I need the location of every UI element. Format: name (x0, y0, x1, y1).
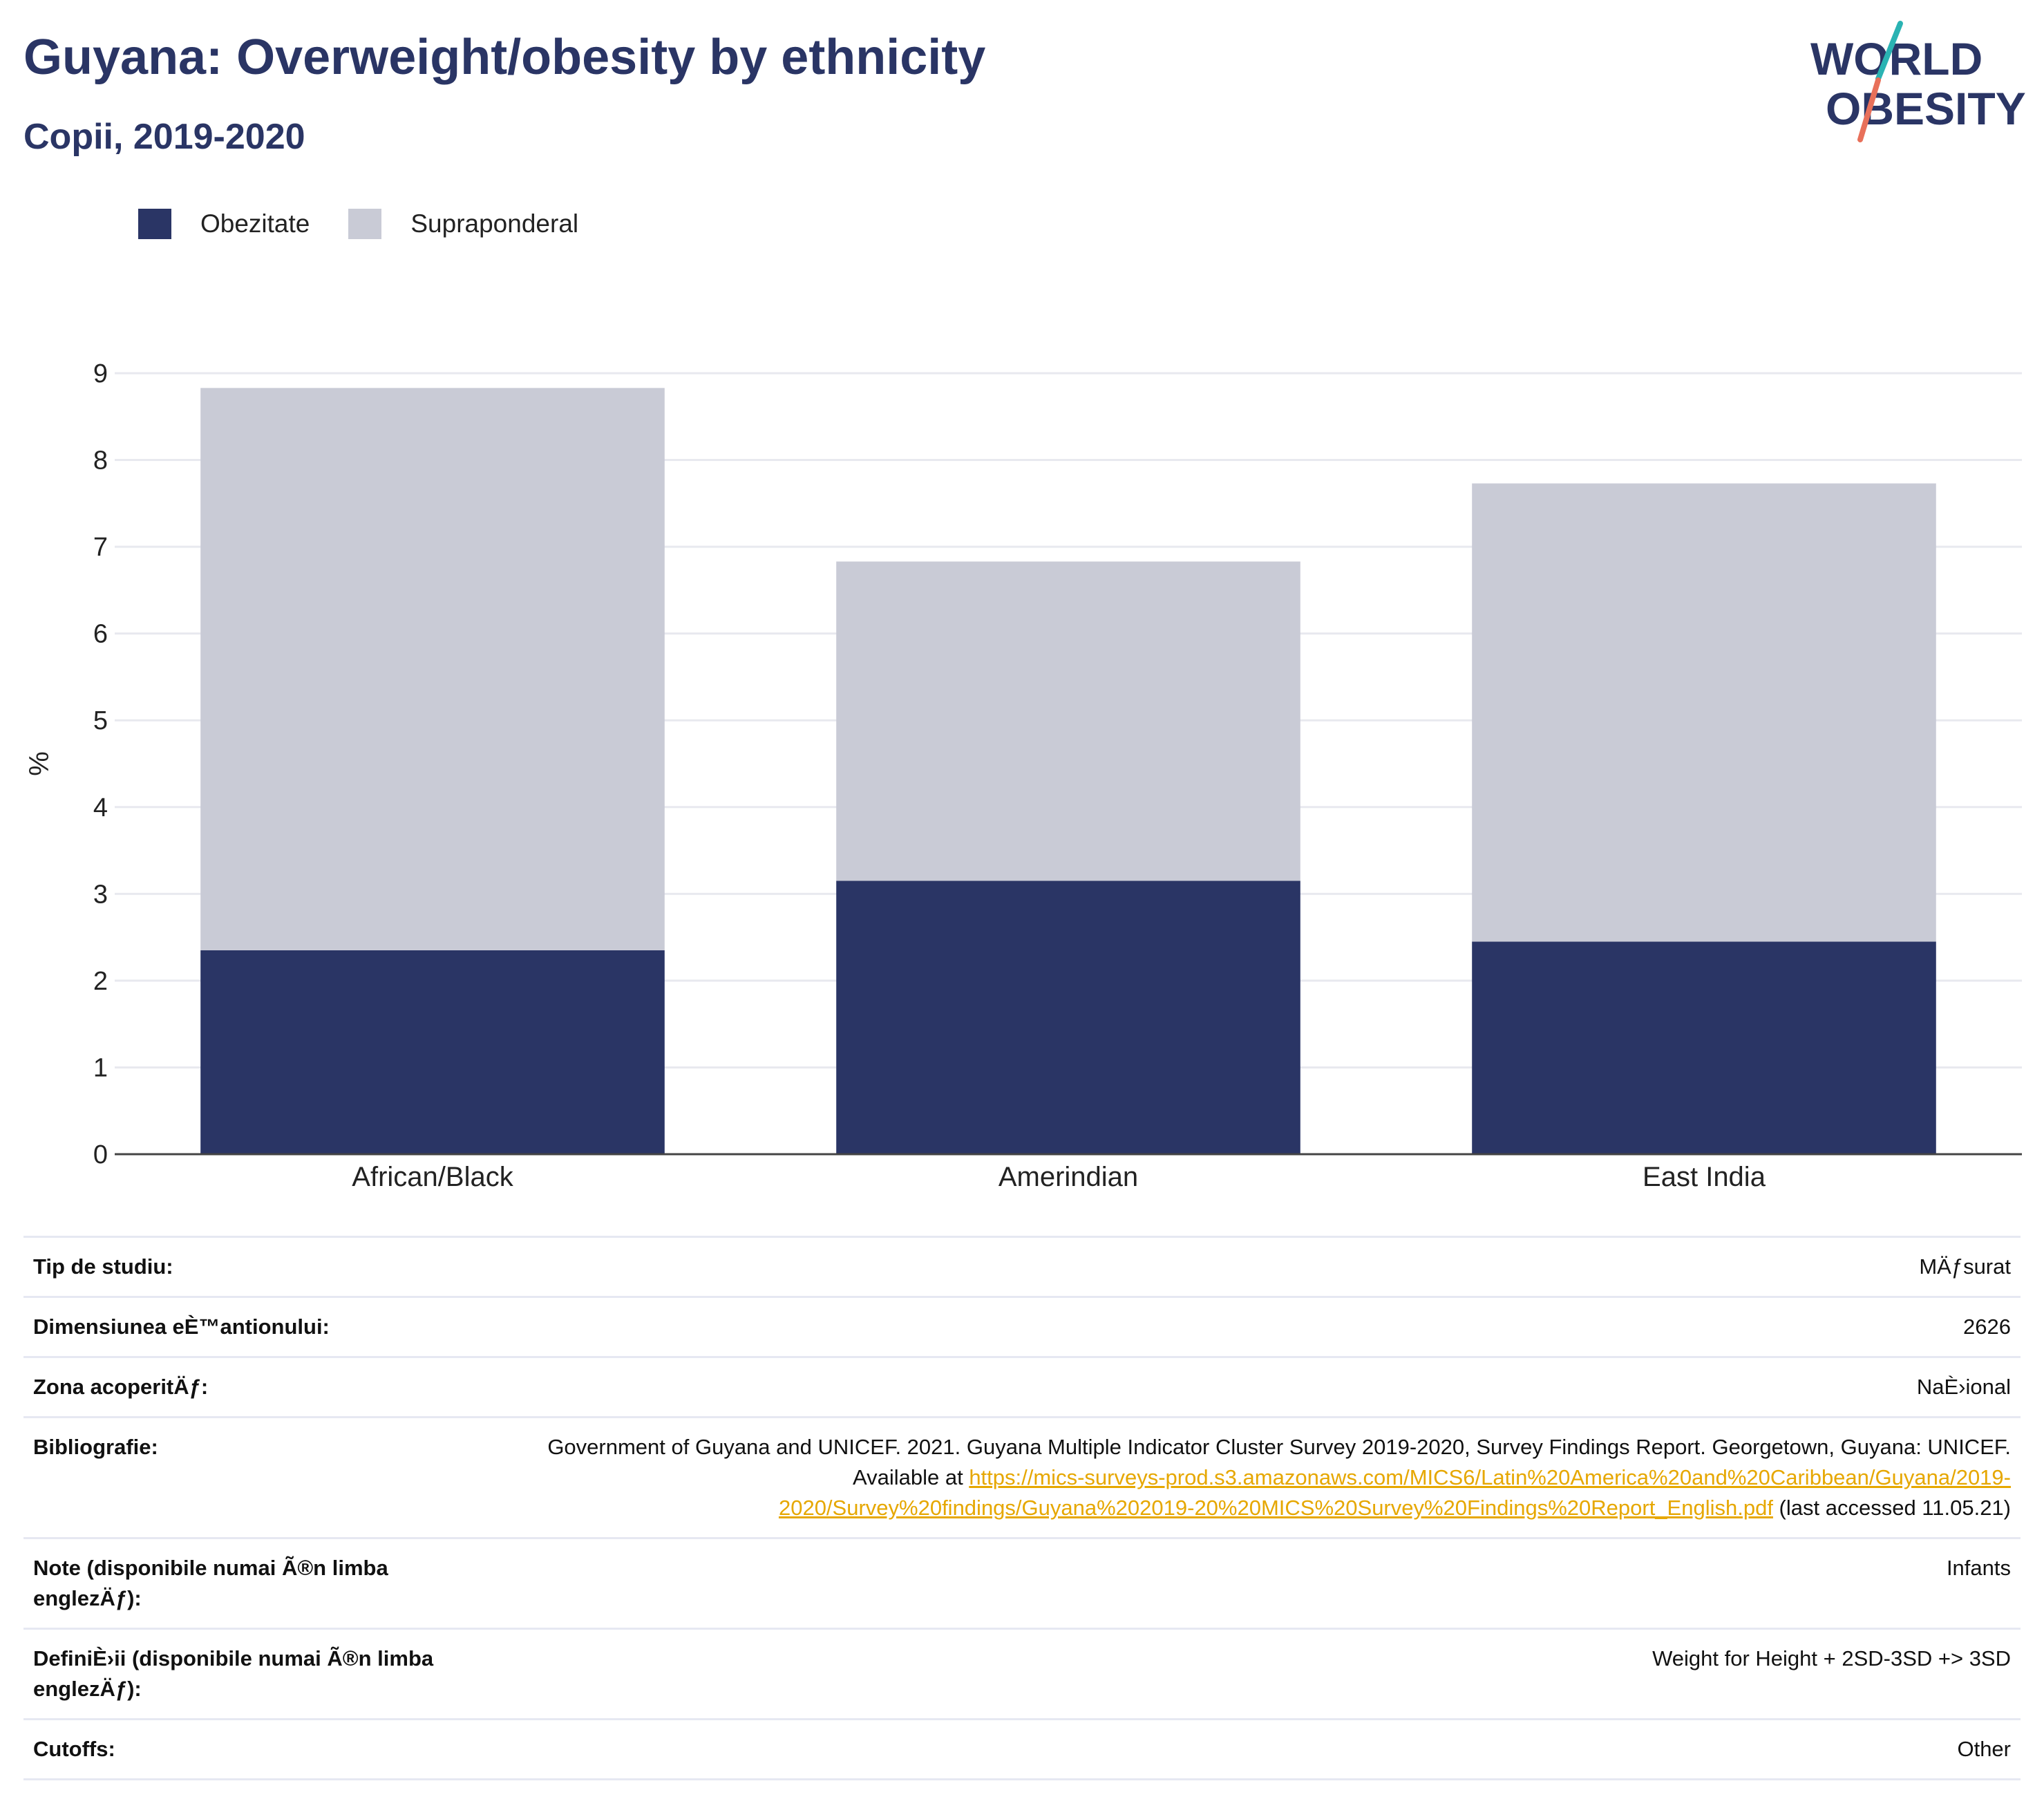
bar-supraponderal (200, 388, 665, 950)
meta-value: Other (1957, 1737, 2011, 1761)
y-tick-label: 4 (93, 793, 108, 822)
meta-value: 2626 (1963, 1315, 2011, 1339)
legend-item-obezitate: Obezitate (138, 209, 310, 239)
bibliography-suffix: (last accessed 11.05.21) (1772, 1496, 2011, 1520)
meta-value: Infants (1946, 1556, 2011, 1580)
meta-value: MÄƒsurat (1919, 1254, 2011, 1279)
chart-title: Guyana: Overweight/obesity by ethnicity (23, 30, 986, 85)
y-tick-label: 9 (93, 359, 108, 388)
meta-key: Bibliografie: (33, 1435, 158, 1459)
bar-supraponderal (836, 561, 1300, 881)
meta-value: Government of Guyana and UNICEF. 2021. G… (485, 1418, 2021, 1538)
x-tick-label: African/Black (352, 1162, 513, 1192)
meta-key: Dimensiunea eÈ™antionului: (33, 1315, 330, 1339)
x-tick-label: East India (1643, 1162, 1766, 1192)
logo-line-1: WORLD (1810, 33, 1983, 84)
bar-obezitate (200, 950, 665, 1154)
meta-value: NaÈ›ional (1916, 1375, 2011, 1399)
meta-key: DefiniÈ›ii (disponibile numai Ã®n limba … (33, 1646, 434, 1701)
meta-key: Zona acoperitÄƒ: (33, 1375, 209, 1399)
legend-item-supraponderal: Supraponderal (348, 209, 578, 239)
legend-swatch-supraponderal (348, 209, 382, 239)
logo-line-2: OBESITY (1826, 83, 2026, 134)
meta-row-bibliography: Bibliografie: Government of Guyana and U… (23, 1417, 2021, 1538)
y-tick-label: 2 (93, 967, 108, 996)
legend-swatch-obezitate (138, 209, 171, 239)
meta-row-sample-size: Dimensiunea eÈ™antionului: 2626 (23, 1297, 2021, 1357)
y-tick-label: 5 (93, 706, 108, 735)
bibliography-text: Government of Guyana and UNICEF. 2021. G… (547, 1435, 2011, 1489)
x-tick-label: Amerindian (999, 1162, 1138, 1192)
meta-row-cutoffs: Cutoffs: Other (23, 1719, 2021, 1780)
bar-supraponderal (1472, 483, 1936, 942)
logo-slash-teal (1875, 21, 1903, 82)
meta-key: Cutoffs: (33, 1737, 115, 1761)
logo-slash-coral (1857, 77, 1881, 142)
legend-label-supraponderal: Supraponderal (410, 209, 579, 238)
bar-obezitate (1472, 941, 1936, 1154)
meta-row-notes: Note (disponibile numai Ã®n limba englez… (23, 1538, 2021, 1629)
survey-metadata-table: Tip de studiu: MÄƒsurat Dimensiunea eÈ™a… (23, 1236, 2021, 1780)
meta-row-definitions: DefiniÈ›ii (disponibile numai Ã®n limba … (23, 1628, 2021, 1720)
stacked-bar-chart: 0 1 2 3 4 5 6 7 8 9% African/Black Amerindian East I… (24, 359, 2022, 1192)
legend-label-obezitate: Obezitate (200, 209, 310, 238)
y-tick-label: 8 (93, 446, 108, 476)
y-tick-label: 6 (93, 620, 108, 649)
world-obesity-logo: WORLD OBESITY (1797, 14, 2032, 152)
meta-value: Weight for Height + 2SD-3SD +> 3SD (1652, 1646, 2011, 1670)
y-axis-label: % (24, 751, 55, 776)
meta-key: Tip de studiu: (33, 1254, 173, 1279)
bar-obezitate (836, 881, 1300, 1154)
bibliography-link[interactable]: https://mics-surveys-prod.s3.amazonaws.c… (778, 1465, 2011, 1520)
chart-subtitle: Copii, 2019-2020 (23, 117, 305, 157)
y-tick-label: 7 (93, 533, 108, 562)
meta-row-area-covered: Zona acoperitÄƒ: NaÈ›ional (23, 1357, 2021, 1418)
y-tick-label: 3 (93, 880, 108, 909)
y-tick-label: 1 (93, 1053, 108, 1082)
y-tick-label: 0 (93, 1140, 108, 1169)
meta-key: Note (disponibile numai Ã®n limba englez… (33, 1556, 388, 1610)
meta-row-study-type: Tip de studiu: MÄƒsurat (23, 1236, 2021, 1297)
chart-legend: Obezitate Supraponderal (138, 207, 617, 241)
